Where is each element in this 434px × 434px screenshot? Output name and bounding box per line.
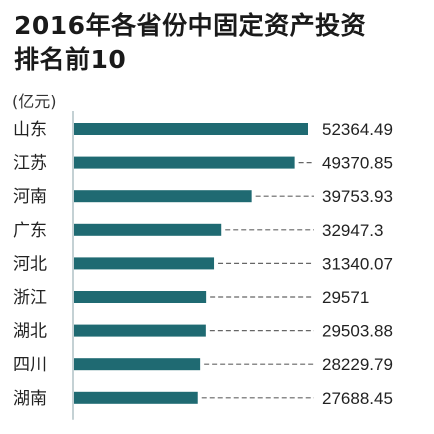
bar — [74, 391, 198, 404]
value-label: 49370.85 — [322, 154, 393, 173]
chart-title-line-1: 2016年各省份中固定资产投资 — [14, 11, 367, 40]
unit-label: (亿元) — [12, 92, 57, 111]
bar — [74, 190, 252, 203]
category-label: 四川 — [13, 355, 47, 375]
category-label: 河南 — [13, 187, 47, 207]
value-label: 32947.3 — [322, 221, 383, 240]
bar — [74, 324, 206, 337]
category-label: 湖北 — [13, 322, 47, 342]
category-label: 浙江 — [13, 288, 47, 308]
bar — [74, 123, 308, 135]
category-label: 河北 — [13, 254, 47, 274]
category-label: 广东 — [13, 221, 47, 241]
value-label: 27688.45 — [322, 389, 393, 408]
bar — [74, 358, 201, 371]
value-label: 29503.88 — [322, 322, 393, 341]
value-label: 39753.93 — [322, 187, 393, 206]
value-label: 29571 — [322, 288, 369, 307]
value-label: 52364.49 — [322, 120, 393, 139]
category-label: 江苏 — [13, 154, 47, 174]
value-label: 28229.79 — [322, 355, 393, 374]
chart-title-line-2: 排名前10 — [14, 45, 127, 74]
category-label: 山东 — [13, 120, 47, 140]
category-label: 湖南 — [13, 389, 47, 409]
bar — [74, 257, 215, 270]
bar — [74, 156, 295, 169]
bar — [74, 291, 207, 303]
value-label: 31340.07 — [322, 254, 393, 273]
bar — [74, 223, 222, 236]
